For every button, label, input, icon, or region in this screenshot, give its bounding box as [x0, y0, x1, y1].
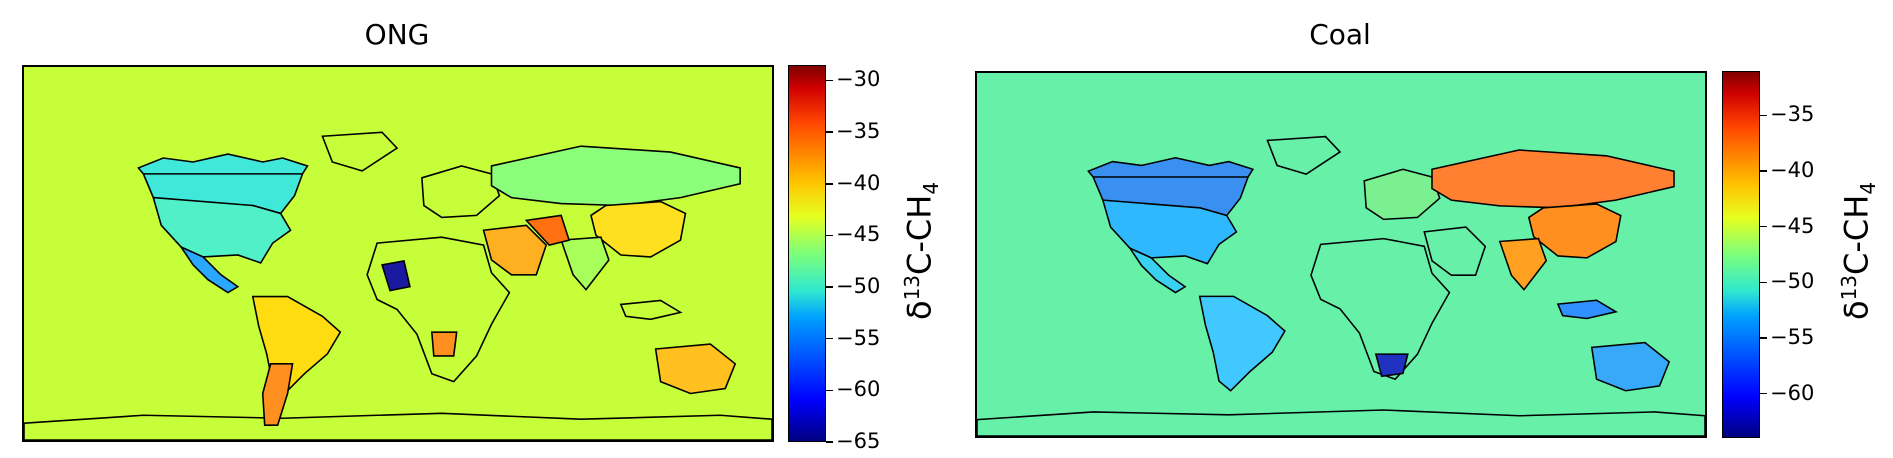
colorbar-tick-mark	[826, 79, 833, 82]
colorbar-tick-label: −50	[836, 274, 881, 299]
region-russia	[1431, 149, 1675, 209]
region-usa	[1101, 199, 1238, 265]
colorbar-tick-mark	[1760, 225, 1767, 228]
colorbar-tick-label: −45	[1770, 213, 1815, 238]
coal-colorbar-label: δ13C-CH4	[1837, 181, 1881, 320]
region-russia	[490, 145, 741, 207]
colorbar-tick-label: −65	[836, 429, 881, 453]
colorbar-tick-label: −40	[1770, 158, 1815, 183]
colorbar-tick-mark	[826, 441, 833, 443]
colorbar-tick-mark	[1760, 337, 1767, 339]
region-india	[1498, 237, 1548, 291]
region-iran	[524, 214, 571, 246]
coal-map-title: Coal	[1309, 18, 1371, 51]
colorbar-tick-mark	[1760, 281, 1767, 284]
region-antarctica	[977, 409, 1705, 436]
colorbar-tick-mark	[826, 131, 833, 133]
ong-colorbar-label: δ13C-CH4	[900, 181, 944, 320]
colorbar-tick-label: −60	[836, 377, 881, 402]
coal-map	[975, 71, 1707, 438]
colorbar-tick-label: −35	[836, 119, 881, 144]
region-south-africa	[1374, 353, 1409, 378]
region-south-america	[1198, 295, 1286, 392]
colorbar-tick-label: −55	[836, 325, 881, 350]
ong-world-map	[24, 67, 772, 440]
region-antarctica	[24, 412, 772, 440]
ong-map	[22, 65, 774, 442]
region-greenland	[1266, 135, 1342, 175]
colorbar-tick-label: −40	[836, 170, 881, 195]
region-mauritania	[381, 260, 411, 292]
colorbar-tick-mark	[826, 286, 833, 288]
colorbar-tick-label: −50	[1770, 269, 1815, 294]
region-australia	[1590, 341, 1671, 392]
colorbar-tick-label: −45	[836, 222, 881, 247]
region-australia	[654, 343, 737, 395]
colorbar-tick-mark	[826, 389, 833, 392]
colorbar-tick-mark	[1760, 392, 1767, 395]
region-argentina	[261, 363, 294, 426]
ong-map-title: ONG	[364, 18, 430, 51]
region-india	[560, 236, 610, 291]
colorbar-tick-mark	[826, 337, 833, 340]
region-angola	[430, 331, 458, 357]
colorbar-tick-label: −55	[1770, 324, 1815, 349]
region-middle-east	[482, 224, 548, 276]
colorbar-tick-mark	[1760, 170, 1767, 172]
colorbar-tick-label: −30	[836, 67, 881, 92]
region-middle-east	[1423, 226, 1487, 276]
colorbar-tick-mark	[1760, 114, 1767, 117]
region-greenland	[321, 131, 399, 172]
region-indonesia	[1556, 299, 1618, 320]
region-china	[1527, 203, 1622, 259]
region-mexico	[1127, 246, 1187, 294]
region-indonesia	[619, 299, 683, 321]
coal-colorbar	[1722, 71, 1760, 438]
region-usa	[152, 196, 292, 264]
colorbar-tick-mark	[826, 183, 833, 185]
colorbar-tick-label: −35	[1770, 102, 1815, 127]
region-africa	[1310, 237, 1451, 381]
region-europe	[1363, 168, 1441, 221]
colorbar-tick-label: −60	[1770, 380, 1815, 405]
region-europe	[421, 165, 501, 219]
region-mexico	[178, 245, 240, 294]
coal-world-map	[977, 73, 1705, 436]
ong-colorbar	[788, 65, 826, 442]
region-china	[590, 200, 687, 258]
colorbar-tick-mark	[826, 234, 833, 237]
